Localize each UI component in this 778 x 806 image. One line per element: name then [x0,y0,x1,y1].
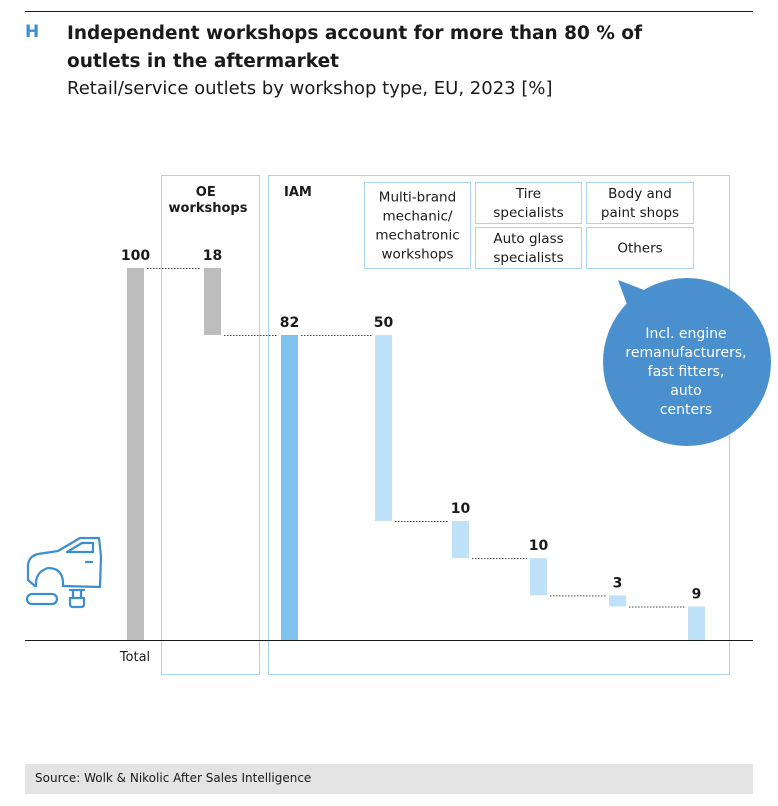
callout-bubble: Incl. engine remanufacturers, fast fitters… [603,278,771,446]
oe-group-frame [161,175,260,675]
value-label-7: 3 [613,575,623,591]
category-box-label-2: Tire specialists [493,186,563,221]
iam-group-label: IAM [284,185,312,200]
category-box-label-3: Body and paint shops [601,186,679,221]
value-label-5: 10 [451,501,471,517]
value-label-4: 50 [374,315,394,331]
car-workshop-icon [25,536,103,609]
connector-lines [147,268,685,608]
bar-1 [127,268,144,640]
waterfall-chart: OE workshops IAM Multi-brand mechanic/mec… [25,175,771,675]
value-label-8: 9 [692,587,702,603]
value-label-6: 10 [529,538,549,554]
category-box-4 [475,227,582,269]
bar-4 [375,334,392,521]
bar-8 [688,606,705,640]
category-box-5 [586,227,694,269]
bar-7 [609,595,626,607]
source-text: Source: Wolk & Nikolic After Sales Intel… [35,771,312,785]
category-box-1 [364,182,471,269]
bar-6 [530,558,547,596]
category-box-3 [586,182,694,224]
bars [127,268,705,640]
category-box-label-5: Others [617,241,662,257]
category-boxes: Multi-brand mechanic/mechatronic workshops… [364,182,694,269]
oe-group-label: OE workshops [169,185,248,216]
category-box-label-1: Multi-brand mechanic/mechatronic workshops [375,190,459,263]
bar-2 [204,268,221,335]
value-label-1: 100 [121,248,150,264]
source-footer: Source: Wolk & Nikolic After Sales Intel… [25,764,753,794]
callout-text: Incl. engine remanufacturers, fast fitters… [625,326,746,418]
value-labels: 100 18 82 50 10 10 3 9 [121,248,701,603]
value-label-3: 82 [280,315,299,331]
x-label-total: Total [119,650,150,665]
bar-3 [281,334,298,640]
top-rule [25,11,753,12]
category-box-2 [475,182,582,224]
value-label-2: 18 [203,248,222,264]
section-letter: H [25,22,40,42]
chart-subtitle: Retail/service outlets by workshop type,… [67,78,553,99]
bar-5 [452,520,469,559]
chart-title: Independent workshops account for more t… [67,23,643,72]
category-box-label-4: Auto glass specialists [493,231,563,266]
